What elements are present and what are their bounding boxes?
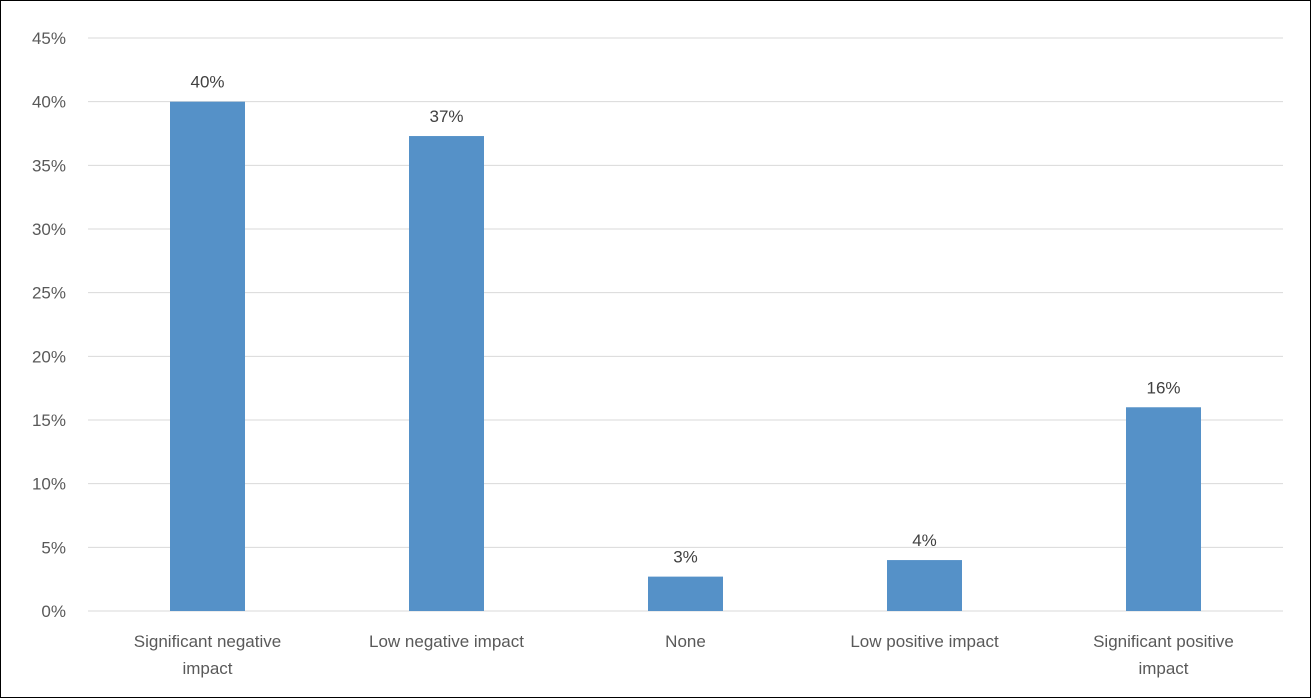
data-label: 37% (429, 107, 463, 126)
y-tick-label: 30% (32, 220, 66, 239)
bar (887, 560, 962, 611)
category-label: Significant positive (1093, 632, 1234, 651)
y-tick-label: 10% (32, 475, 66, 494)
y-tick-label: 25% (32, 284, 66, 303)
bar (409, 136, 484, 611)
gridlines (88, 37, 1283, 612)
data-label: 3% (673, 548, 698, 567)
y-tick-label: 0% (41, 602, 66, 621)
data-labels: 40% 37% 3% 4% 16% (190, 73, 1180, 567)
data-label: 4% (912, 531, 937, 550)
category-label: impact (182, 659, 232, 678)
category-label: Significant negative (134, 632, 281, 651)
y-tick-label: 5% (41, 538, 66, 557)
category-label: None (665, 632, 706, 651)
category-label: Low negative impact (369, 632, 524, 651)
y-tick-label: 35% (32, 156, 66, 175)
y-tick-label: 15% (32, 411, 66, 430)
bars (170, 101, 1201, 612)
category-label: Low positive impact (850, 632, 999, 651)
bar (170, 101, 245, 612)
data-label: 40% (190, 73, 224, 92)
y-axis-tick-labels: 0% 5% 10% 15% 20% 25% 30% 35% 40% 45% (32, 29, 66, 621)
y-tick-label: 45% (32, 29, 66, 48)
y-tick-label: 40% (32, 93, 66, 112)
data-label: 16% (1146, 378, 1180, 397)
category-labels: Significant negative impact Low negative i… (134, 632, 1234, 678)
category-label: impact (1138, 659, 1188, 678)
bar (1126, 407, 1201, 611)
y-tick-label: 20% (32, 347, 66, 366)
bar (648, 576, 723, 611)
